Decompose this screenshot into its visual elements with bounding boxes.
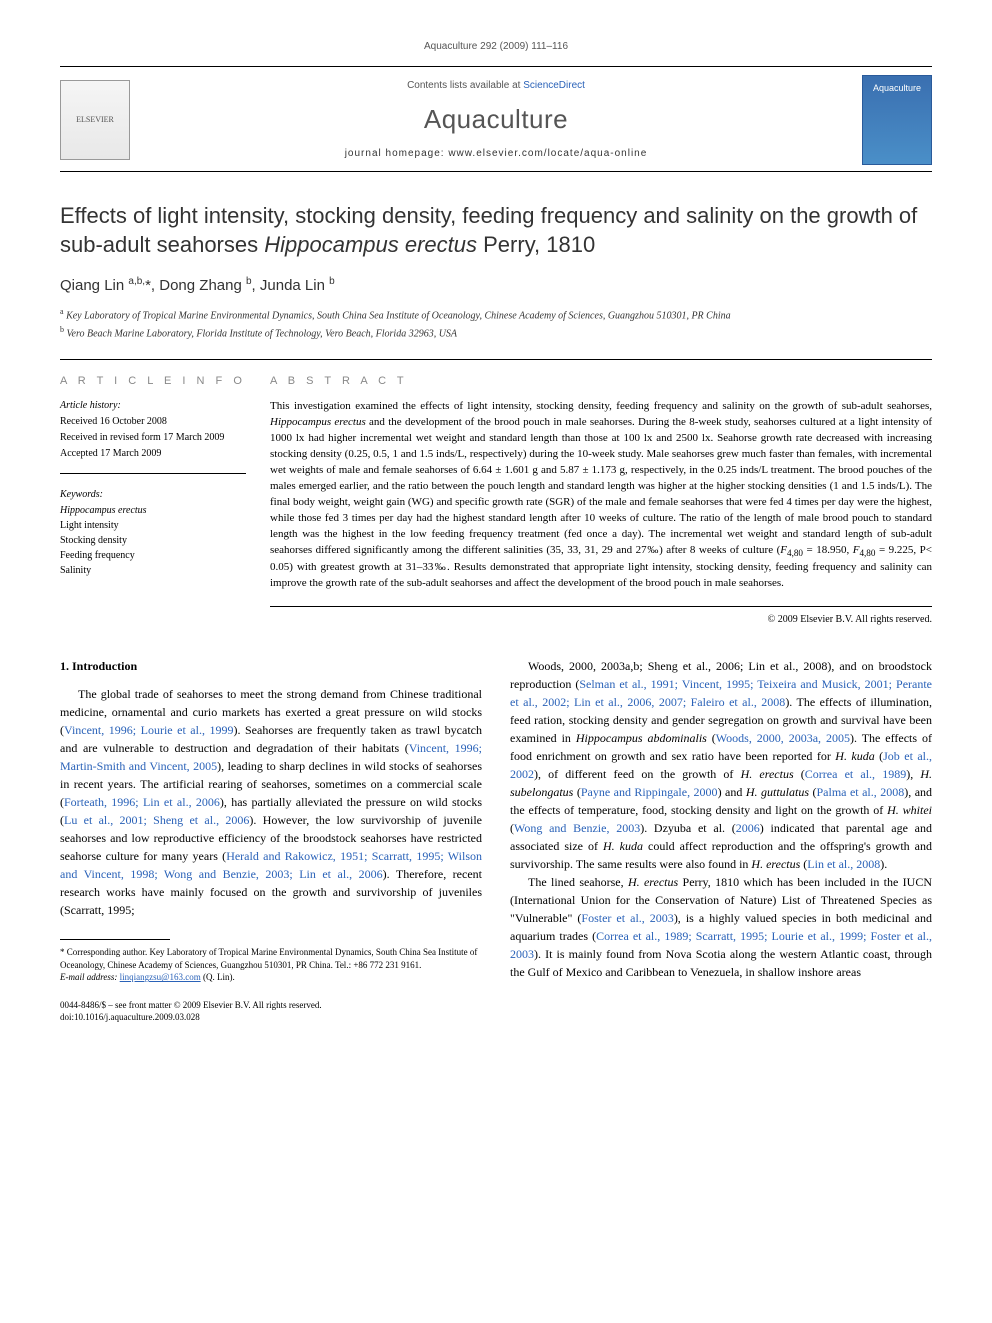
affiliations: a Key Laboratory of Tropical Marine Envi…	[60, 306, 932, 341]
corresponding-footnote: * Corresponding author. Key Laboratory o…	[60, 946, 482, 984]
intro-para-3: The lined seahorse, H. erectus Perry, 18…	[510, 873, 932, 981]
journal-banner: ELSEVIER Contents lists available at Sci…	[60, 66, 932, 172]
journal-cover-thumbnail: Aquaculture	[862, 75, 932, 165]
corresponding-text: * Corresponding author. Key Laboratory o…	[60, 946, 482, 971]
history-revised: Received in revised form 17 March 2009	[60, 431, 246, 445]
intro-para-2: Woods, 2000, 2003a,b; Sheng et al., 2006…	[510, 657, 932, 873]
body-col-left: 1. Introduction The global trade of seah…	[60, 657, 482, 1023]
article-info-col: A R T I C L E I N F O Article history: R…	[60, 374, 270, 627]
affiliation-b-text: Vero Beach Marine Laboratory, Florida In…	[67, 328, 458, 339]
publisher-logo: ELSEVIER	[60, 80, 130, 160]
doi-line: doi:10.1016/j.aquaculture.2009.03.028	[60, 1012, 482, 1024]
cover-badge-text: Aquaculture	[873, 82, 921, 95]
sciencedirect-link[interactable]: ScienceDirect	[523, 80, 585, 91]
email-link[interactable]: linqiangzsu@163.com	[120, 972, 201, 982]
affiliation-b: b Vero Beach Marine Laboratory, Florida …	[60, 324, 932, 341]
abstract-copyright: © 2009 Elsevier B.V. All rights reserved…	[270, 613, 932, 627]
front-matter-line: 0044-8486/$ – see front matter © 2009 El…	[60, 1000, 482, 1012]
title-italic: Hippocampus erectus	[264, 232, 477, 257]
abstract-text: This investigation examined the effects …	[270, 399, 932, 607]
journal-homepage: journal homepage: www.elsevier.com/locat…	[150, 147, 842, 161]
history-received: Received 16 October 2008	[60, 415, 246, 429]
history-accepted: Accepted 17 March 2009	[60, 447, 246, 461]
intro-para-1: The global trade of seahorses to meet th…	[60, 685, 482, 919]
article-title: Effects of light intensity, stocking den…	[60, 202, 932, 259]
article-history-block: Article history: Received 16 October 200…	[60, 399, 246, 474]
keyword-item: Stocking density	[60, 534, 246, 548]
keyword-item: Salinity	[60, 564, 246, 578]
authors-line: Qiang Lin a,b,*, Dong Zhang b, Junda Lin…	[60, 275, 932, 296]
abstract-heading: A B S T R A C T	[270, 374, 932, 389]
title-post: Perry, 1810	[477, 232, 595, 257]
info-abstract-row: A R T I C L E I N F O Article history: R…	[60, 359, 932, 627]
affiliation-a-text: Key Laboratory of Tropical Marine Enviro…	[66, 311, 731, 322]
keyword-item: Feeding frequency	[60, 549, 246, 563]
footnote-separator	[60, 939, 170, 940]
banner-center: Contents lists available at ScienceDirec…	[130, 79, 862, 161]
keywords-list: Hippocampus erectusLight intensityStocki…	[60, 504, 246, 578]
publisher-logo-text: ELSEVIER	[76, 114, 114, 125]
running-header: Aquaculture 292 (2009) 111–116	[60, 40, 932, 54]
article-info-heading: A R T I C L E I N F O	[60, 374, 246, 389]
keywords-block: Keywords: Hippocampus erectusLight inten…	[60, 488, 246, 589]
body-col-right: Woods, 2000, 2003a,b; Sheng et al., 2006…	[510, 657, 932, 1023]
history-label: Article history:	[60, 399, 246, 413]
contents-prefix: Contents lists available at	[407, 80, 523, 91]
corresponding-email-line: E-mail address: linqiangzsu@163.com (Q. …	[60, 971, 482, 984]
abstract-col: A B S T R A C T This investigation exami…	[270, 374, 932, 627]
keyword-item: Hippocampus erectus	[60, 504, 246, 518]
keyword-item: Light intensity	[60, 519, 246, 533]
page-container: Aquaculture 292 (2009) 111–116 ELSEVIER …	[0, 0, 992, 1053]
body-columns: 1. Introduction The global trade of seah…	[60, 657, 932, 1023]
doi-block: 0044-8486/$ – see front matter © 2009 El…	[60, 1000, 482, 1023]
keywords-label: Keywords:	[60, 488, 246, 502]
section-heading-intro: 1. Introduction	[60, 657, 482, 675]
journal-title: Aquaculture	[150, 101, 842, 137]
email-label: E-mail address:	[60, 972, 117, 982]
affiliation-a: a Key Laboratory of Tropical Marine Envi…	[60, 306, 932, 323]
contents-line: Contents lists available at ScienceDirec…	[150, 79, 842, 93]
email-suffix: (Q. Lin).	[203, 972, 235, 982]
